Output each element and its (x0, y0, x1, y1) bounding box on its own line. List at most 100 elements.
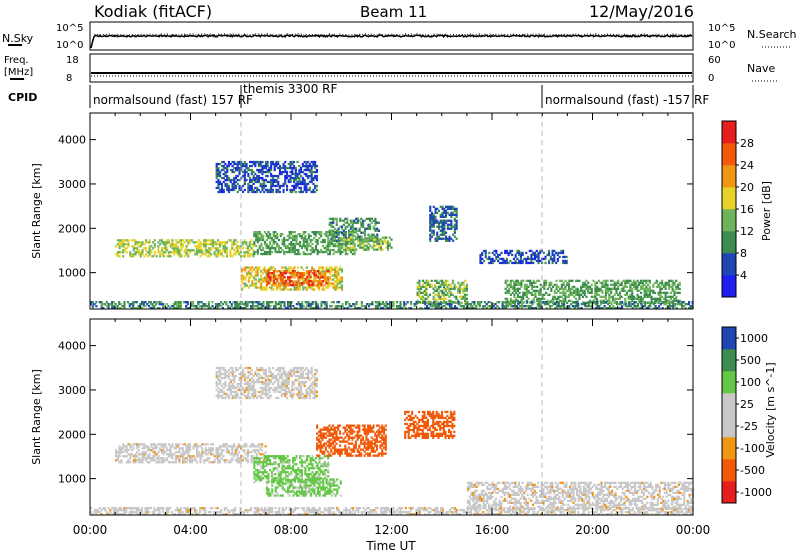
echo-cell (251, 280, 254, 283)
echo-cell (283, 465, 286, 468)
echo-cell (118, 451, 121, 454)
echo-cell (301, 162, 304, 166)
echo-cell (264, 162, 267, 166)
echo-cell (515, 291, 518, 294)
freq-tick-top: 18 (66, 55, 79, 66)
echo-cell (196, 245, 199, 248)
echo-cell (581, 295, 584, 298)
echo-cell (325, 266, 328, 269)
echo-cell (304, 467, 307, 470)
echo-cell (636, 285, 639, 288)
echo-cell (304, 252, 307, 256)
echo-cell (118, 241, 121, 244)
echo-cell (164, 251, 167, 254)
echo-cell (668, 301, 671, 304)
echo-cell (283, 272, 286, 275)
echo-cell (555, 297, 558, 300)
echo-cell (141, 249, 144, 252)
echo-cell (590, 287, 593, 290)
echo-cell (363, 219, 366, 222)
echo-cell (615, 287, 618, 290)
echo-cell (211, 443, 214, 446)
echo-cell (323, 288, 326, 291)
echo-cell (325, 272, 328, 275)
echo-cell (573, 307, 576, 310)
echo-cell (177, 303, 180, 306)
echo-cell (243, 449, 246, 452)
echo-cell (300, 465, 303, 468)
echo-cell (313, 236, 316, 240)
echo-cell (118, 449, 121, 452)
echo-cell (296, 182, 299, 186)
echo-cell (256, 280, 259, 283)
echo-cell (160, 451, 163, 454)
echo-cell (332, 235, 335, 238)
echo-cell (323, 284, 326, 287)
echo-cell (453, 287, 456, 290)
echo-cell (233, 186, 236, 190)
echo-cell (318, 284, 321, 287)
echo-cell (282, 188, 285, 192)
echo-cell (325, 270, 328, 273)
echo-cell (341, 286, 344, 289)
echo-cell (292, 246, 295, 250)
echo-cell (353, 252, 356, 256)
echo-cell (211, 243, 214, 246)
echo-cell (462, 281, 465, 284)
echo-cell (599, 287, 602, 290)
echo-cell (460, 283, 463, 286)
echo-cell (238, 166, 241, 170)
echo-cell (220, 251, 223, 254)
echo-cell (430, 283, 433, 286)
echo-cell (418, 307, 421, 310)
echo-cell (357, 307, 360, 310)
echo-cell (483, 249, 486, 253)
echo-cell (100, 305, 103, 308)
echo-cell (380, 303, 383, 306)
echo-cell (123, 239, 126, 242)
echo-cell (270, 162, 273, 166)
echo-cell (520, 285, 523, 288)
echo-cell (637, 303, 640, 306)
echo-cell (643, 291, 646, 294)
echo-cell (227, 178, 230, 182)
echo-cell (421, 295, 424, 298)
echo-cell (659, 281, 662, 284)
echo-cell (432, 291, 435, 294)
echo-cell (152, 443, 155, 446)
echo-cell (608, 299, 611, 302)
echo-cell (624, 285, 627, 288)
echo-cell (279, 272, 282, 275)
echo-cell (252, 160, 255, 164)
echo-cell (141, 301, 144, 304)
echo-cell (283, 238, 286, 242)
echo-cell (308, 282, 311, 285)
echo-cell (464, 301, 467, 304)
echo-cell (306, 465, 309, 468)
echo-cell (183, 251, 186, 254)
echo-cell (457, 281, 460, 284)
echo-cell (293, 471, 296, 474)
echo-cell (504, 279, 507, 282)
echo-cell (370, 233, 373, 236)
echo-cell (645, 301, 648, 304)
echo-cell (309, 238, 312, 242)
echo-cell (464, 307, 467, 310)
echo-cell (139, 255, 142, 258)
echo-cell (362, 240, 365, 243)
echo-cell (513, 303, 516, 306)
echo-cell (276, 494, 279, 497)
echo-cell (270, 268, 273, 271)
echo-cell (246, 274, 249, 277)
echo-cell (460, 295, 463, 298)
echo-cell (283, 305, 286, 308)
echo-cell (301, 274, 304, 277)
echo-cell (509, 299, 512, 302)
echo-cell (132, 303, 135, 306)
echo-cell (581, 283, 584, 286)
echo-cell (490, 257, 493, 261)
echo-cell (250, 178, 253, 182)
echo-cell (169, 243, 172, 246)
echo-cell (285, 272, 288, 275)
echo-cell (440, 301, 443, 304)
